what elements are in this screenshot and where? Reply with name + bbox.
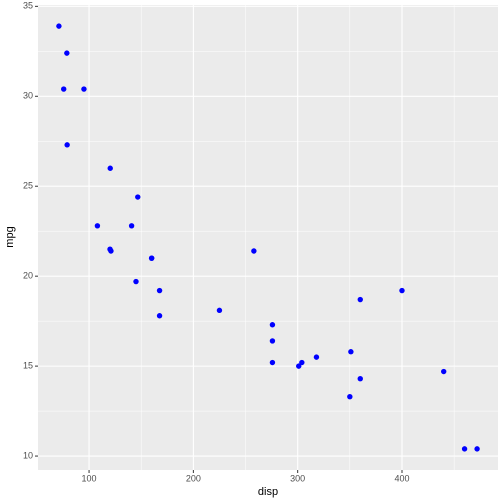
- y-tick-label: 30: [23, 91, 33, 101]
- point: [107, 165, 113, 171]
- point: [299, 359, 305, 366]
- point: [64, 50, 70, 56]
- point: [441, 368, 447, 375]
- point: [94, 223, 101, 229]
- point: [81, 86, 87, 92]
- y-axis-title: mpg: [4, 226, 16, 247]
- y-tick-label: 10: [23, 450, 33, 460]
- point: [128, 223, 135, 229]
- point: [108, 248, 114, 254]
- y-tick-label: 20: [23, 271, 33, 281]
- y-tick-label: 35: [23, 1, 33, 11]
- point: [133, 278, 139, 285]
- point: [357, 376, 363, 382]
- point: [461, 446, 468, 452]
- point: [348, 349, 354, 355]
- point: [269, 338, 276, 344]
- panel: [38, 5, 498, 470]
- point: [148, 255, 155, 261]
- x-tick-label: 100: [82, 473, 97, 483]
- x-tick-label: 400: [394, 473, 409, 483]
- point: [399, 287, 405, 294]
- point: [216, 307, 223, 314]
- point: [296, 363, 302, 369]
- point: [61, 86, 67, 92]
- point: [135, 194, 141, 200]
- point: [156, 313, 163, 319]
- x-tick-label: 200: [186, 473, 201, 483]
- point: [347, 393, 353, 400]
- point: [313, 354, 320, 360]
- point: [474, 446, 480, 452]
- point: [64, 142, 70, 148]
- y-tick-label: 15: [23, 360, 33, 370]
- x-tick-label: 300: [290, 473, 305, 483]
- point: [269, 359, 276, 366]
- y-tick-label: 25: [23, 181, 33, 191]
- point: [357, 296, 363, 303]
- point: [269, 322, 276, 328]
- point: [251, 248, 257, 254]
- point: [56, 23, 62, 29]
- x-axis-title: disp: [258, 486, 278, 498]
- point: [156, 287, 163, 294]
